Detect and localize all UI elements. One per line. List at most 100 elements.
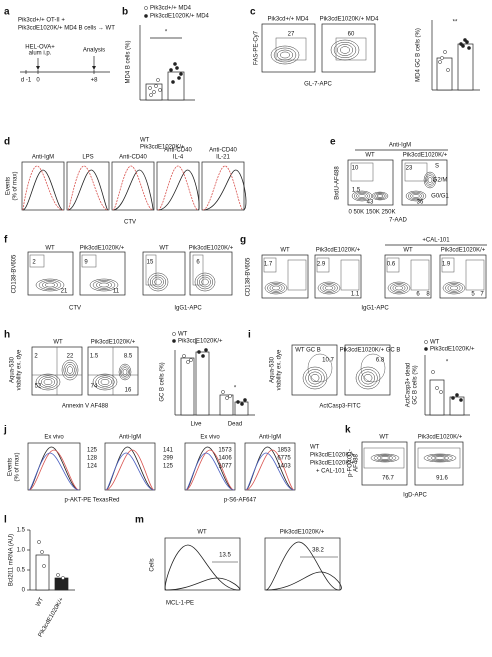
histogram xyxy=(185,452,235,491)
plot-frame xyxy=(347,159,394,206)
label: +8 xyxy=(91,78,99,84)
label: * xyxy=(195,343,198,349)
contour xyxy=(427,454,453,462)
point xyxy=(225,396,229,400)
label: 6 xyxy=(416,292,420,298)
plot-frame xyxy=(401,159,448,206)
label: CD138-BV605 xyxy=(12,254,18,293)
gate xyxy=(287,259,307,291)
contour xyxy=(95,375,115,389)
contour xyxy=(377,194,383,198)
contour xyxy=(425,173,435,187)
contour xyxy=(320,283,338,293)
gate xyxy=(192,254,204,286)
contour xyxy=(322,284,336,292)
label: Ex vivo xyxy=(200,435,220,441)
contour xyxy=(310,374,320,382)
label: WT xyxy=(35,596,45,607)
plot-frame xyxy=(21,161,65,211)
label: 38.2 xyxy=(312,548,324,554)
contour xyxy=(356,192,368,200)
contour xyxy=(390,283,408,293)
point xyxy=(243,398,247,402)
point xyxy=(173,62,177,66)
plot-frame xyxy=(66,161,110,211)
label: Pik3cdE1020K/+ xyxy=(418,435,463,441)
label: Bcl2l11 mRNA (AU) xyxy=(9,534,15,586)
label: S xyxy=(435,164,439,170)
label: Pik3cdE1020K/+ xyxy=(310,461,355,467)
contour xyxy=(445,283,463,293)
histogram xyxy=(157,165,199,211)
label: 76.7 xyxy=(382,476,394,482)
label: 125 xyxy=(87,448,98,454)
point xyxy=(169,68,173,72)
panel-letter: c xyxy=(250,7,256,18)
bar xyxy=(234,401,249,416)
point xyxy=(152,90,156,94)
point xyxy=(172,332,176,336)
point xyxy=(197,350,201,354)
label: IgG1-APC xyxy=(361,306,389,312)
point xyxy=(177,76,181,80)
label: Pik3cdE1020K/+ xyxy=(280,530,325,536)
gate xyxy=(417,447,461,469)
label: WT xyxy=(140,138,150,144)
contour xyxy=(43,379,53,385)
contour xyxy=(267,283,285,293)
label: 0 50K 150K 250K xyxy=(348,210,395,216)
contour xyxy=(147,272,169,292)
contour xyxy=(270,45,300,65)
label: 0.6 xyxy=(387,262,396,268)
contour xyxy=(264,281,288,295)
label: 22 xyxy=(67,354,74,360)
point xyxy=(175,66,179,70)
contour xyxy=(199,276,211,288)
contour xyxy=(100,379,110,385)
contour xyxy=(122,369,128,375)
label: Anti-CD40 xyxy=(119,155,147,161)
contour xyxy=(325,285,333,291)
label: ** xyxy=(453,20,458,26)
label: FAS-PE-Cy7 xyxy=(254,30,260,65)
label: p-AKT-PE TexasRed xyxy=(65,498,120,504)
gate xyxy=(465,259,485,291)
plot-frame xyxy=(156,161,200,211)
point xyxy=(438,60,442,64)
point xyxy=(172,339,176,343)
label: Pik3cdE1020K/+ xyxy=(316,248,361,254)
contour xyxy=(392,284,406,292)
contour xyxy=(363,374,373,382)
contour xyxy=(35,278,65,292)
plot-frame xyxy=(244,442,296,491)
label: 0.5 xyxy=(17,568,26,574)
label: LPS xyxy=(82,155,93,161)
label: Analysis xyxy=(83,48,105,54)
plot-frame xyxy=(27,251,74,296)
bar xyxy=(54,577,69,591)
contour xyxy=(373,192,387,200)
histogram xyxy=(165,577,241,591)
label: WT xyxy=(403,248,413,254)
histogram xyxy=(105,446,155,491)
histogram xyxy=(22,165,64,211)
plot-frame xyxy=(261,254,309,299)
label: Anti-CD40 xyxy=(164,148,192,154)
plot-frame xyxy=(414,441,464,486)
label: * xyxy=(446,360,449,366)
label: 13.5 xyxy=(219,553,231,559)
contour xyxy=(353,191,371,201)
bar xyxy=(429,379,445,416)
label: IL-21 xyxy=(216,155,230,161)
label: + CAL-101 xyxy=(316,469,346,475)
contour xyxy=(447,284,461,292)
contour xyxy=(38,280,62,290)
label: +CAL-101 xyxy=(422,238,450,244)
contour xyxy=(430,455,450,461)
plot-frame xyxy=(291,344,338,396)
plot-frame xyxy=(79,251,126,296)
contour xyxy=(358,194,366,198)
point xyxy=(182,354,186,358)
label: Anti-IgM xyxy=(32,155,54,161)
